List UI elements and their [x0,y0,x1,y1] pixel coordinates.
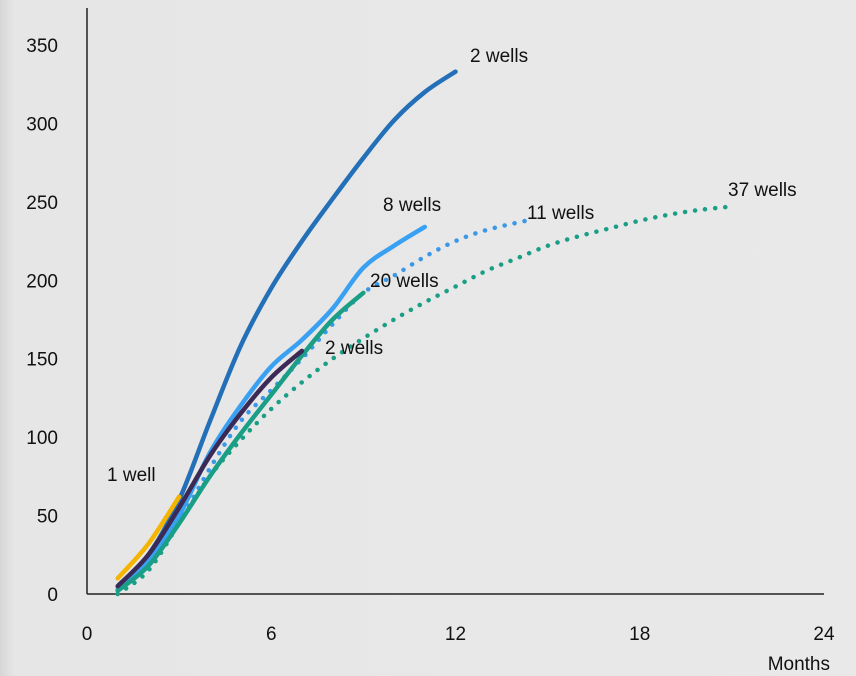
series-label-1: 2 wells [470,46,528,67]
y-tick-label: 0 [47,585,58,606]
axes: 0 50 100 150 200 250 300 350 0 6 12 18 24 [26,8,835,645]
series-line-2 [115,224,428,592]
series-line-5 [115,348,305,589]
y-tick-label: 100 [26,428,58,449]
series-line-4 [115,290,366,594]
series-label-4: 20 wells [370,271,439,292]
y-tick-label: 250 [26,193,58,214]
x-tick-label: 6 [266,624,277,645]
series-label-6: 37 wells [728,180,797,201]
series-label-2: 8 wells [383,195,441,216]
series-label-3: 11 wells [527,203,594,224]
y-tick-label: 50 [37,507,58,528]
series-layer [115,69,735,597]
y-tick-label: 300 [26,114,58,135]
x-tick-label: 24 [813,624,835,645]
x-tick-label: 18 [629,624,650,645]
series-line-1 [115,69,458,589]
x-tick-label: 0 [82,624,93,645]
series-line-6 [115,204,735,597]
y-tick-label: 350 [26,36,58,57]
series-labels: 2 wells 8 wells 11 wells 20 wells 2 wells 37 … [107,46,797,486]
series-label-7: 1 well [107,465,156,486]
y-tick-label: 200 [26,271,58,292]
x-tick-label: 12 [445,624,466,645]
series-line-7 [115,494,182,581]
y-tick-label: 150 [26,350,58,371]
x-axis-label: Months [768,654,830,675]
series-label-5: 2 wells [325,338,383,359]
series-line-3 [176,218,529,526]
